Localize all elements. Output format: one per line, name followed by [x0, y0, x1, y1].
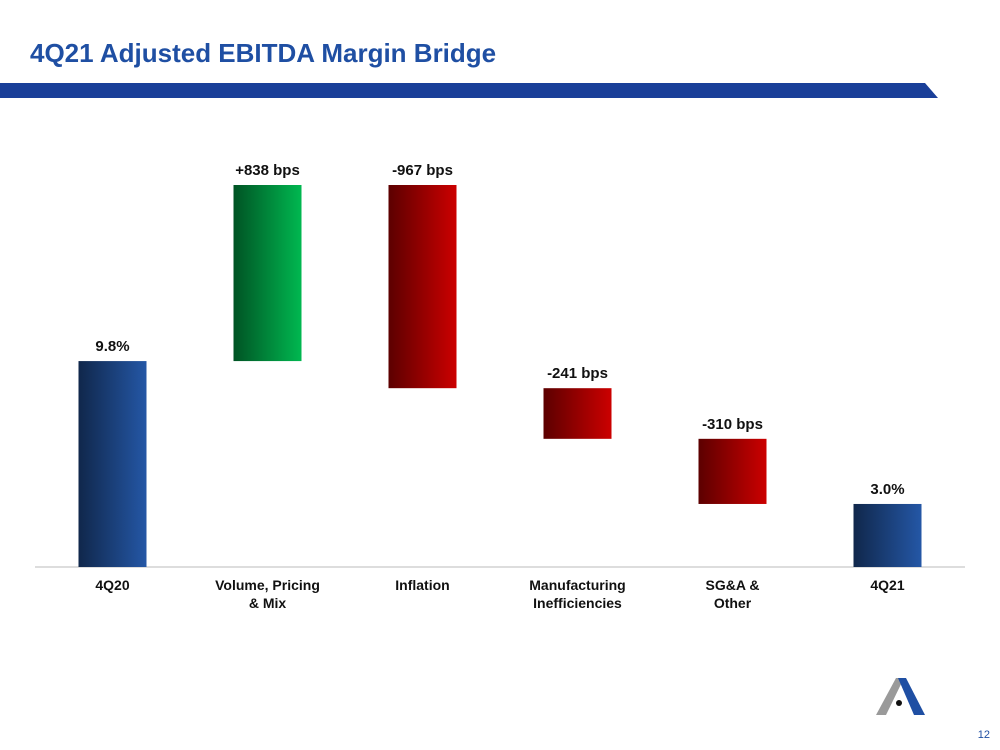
logo-dot	[896, 700, 902, 706]
x-tick-label: Volume, Pricing & Mix	[215, 577, 320, 611]
value-label: -310 bps	[702, 416, 763, 433]
logo-right	[898, 678, 925, 715]
value-label: -967 bps	[392, 162, 453, 179]
bar	[233, 185, 302, 362]
value-label: -241 bps	[547, 365, 608, 382]
logo-left	[876, 678, 904, 715]
value-label: +838 bps	[235, 162, 300, 179]
chart-title: 4Q21 Adjusted EBITDA Margin Bridge	[30, 38, 496, 68]
page-number: 12	[978, 729, 990, 741]
bar	[698, 438, 767, 504]
bar	[388, 185, 457, 389]
x-tick-label: SG&A & Other	[705, 577, 760, 611]
logo	[876, 678, 925, 715]
title-band	[0, 83, 938, 98]
x-tick-label: 4Q20	[95, 577, 130, 593]
x-tick-label: 4Q21	[870, 577, 905, 593]
value-label: 9.8%	[95, 338, 129, 355]
bar	[853, 503, 922, 567]
bar	[543, 388, 612, 439]
bar	[78, 361, 147, 567]
x-tick-label: Manufacturing Inefficiencies	[529, 577, 626, 611]
value-label: 3.0%	[870, 481, 904, 498]
x-tick-label: Inflation	[395, 577, 450, 593]
